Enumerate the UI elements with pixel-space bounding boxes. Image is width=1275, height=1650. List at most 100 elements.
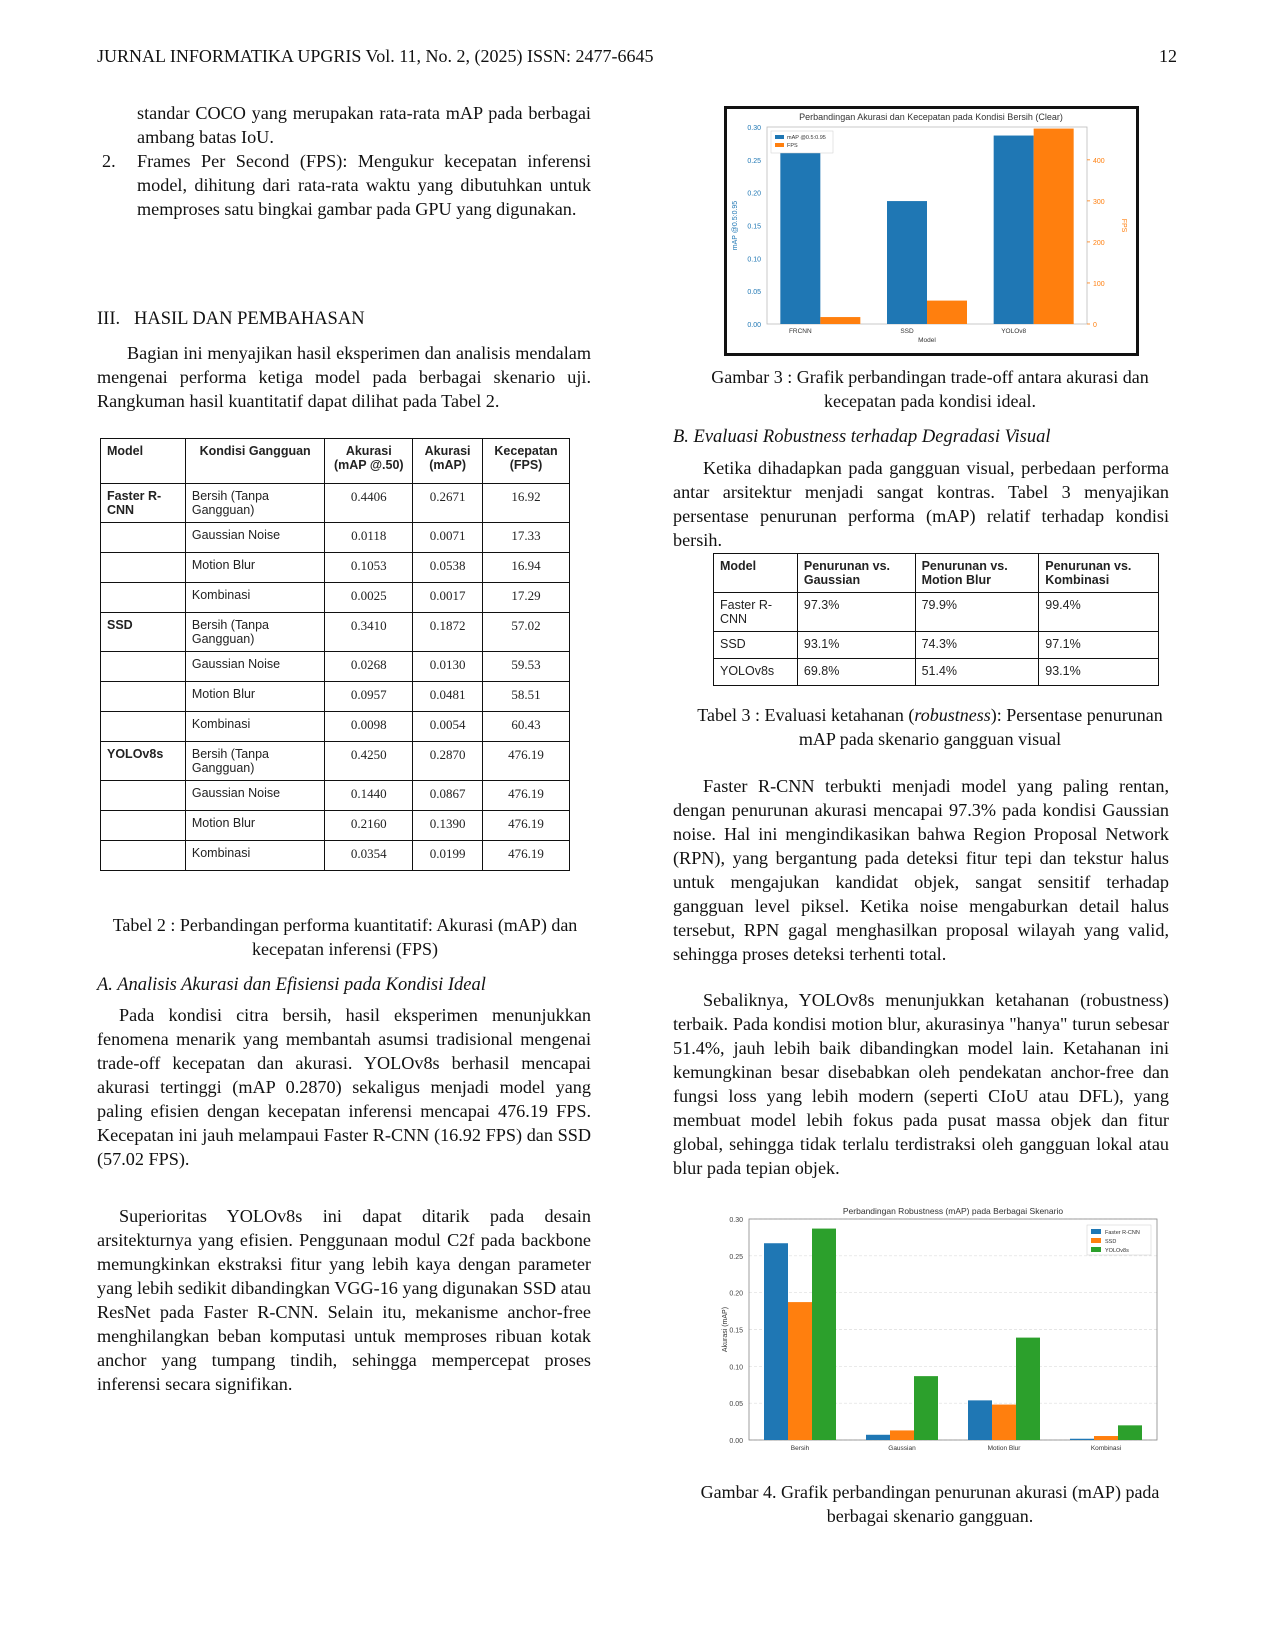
- figure-3-svg: Perbandingan Akurasi dan Kecepatan pada …: [732, 112, 1127, 344]
- table-cell: Kombinasi: [184, 711, 326, 742]
- x-tick-label: Kombinasi: [1091, 1445, 1121, 1452]
- y-tick-label: 0.15: [729, 1328, 743, 1335]
- plot-frame: [748, 1218, 1158, 1441]
- table-cell: 0.1440: [324, 780, 414, 811]
- legend-label: FPS: [787, 143, 798, 149]
- table-cell: Faster R-CNN: [100, 483, 186, 523]
- table-cell: Motion Blur: [184, 552, 326, 583]
- legend-label: Faster R-CNN: [1105, 1230, 1140, 1236]
- table-cell: [100, 780, 186, 811]
- table-cell: SSD: [100, 612, 186, 652]
- table-cell: 0.0118: [324, 522, 414, 553]
- table-cell: 0.0017: [412, 582, 484, 613]
- table-row: Gaussian Noise 0.0268 0.0130 59.53: [100, 651, 570, 682]
- x-axis-label: Model: [918, 337, 936, 344]
- legend-box: [770, 130, 834, 154]
- table-cell: Bersih (Tanpa Gangguan): [184, 741, 326, 781]
- bar-map: [887, 201, 927, 324]
- figure-4-caption: Gambar 4. Grafik perbandingan penurunan …: [700, 1482, 1160, 1526]
- table-row: Motion Blur 0.2160 0.1390 476.19: [100, 810, 570, 841]
- y-tick-label: 0.30: [747, 125, 761, 132]
- y-tick-label: 0.00: [729, 1438, 743, 1445]
- bar: [992, 1404, 1016, 1440]
- bar-fps: [820, 317, 861, 324]
- table-row: Kombinasi 0.0098 0.0054 60.43: [100, 711, 570, 742]
- table-cell: 57.02: [482, 612, 570, 652]
- y-tick-label: 0.00: [747, 322, 761, 329]
- y-tick-label: 0.15: [747, 224, 761, 231]
- table-row: Gaussian Noise 0.1440 0.0867 476.19: [100, 780, 570, 811]
- table-cell: 0.0481: [412, 681, 484, 712]
- table-cell: YOLOv8s: [713, 658, 798, 686]
- table-2-caption: Tabel 2 : Perbandingan performa kuantita…: [112, 915, 578, 959]
- table-row: SSD 93.1% 74.3% 97.1%: [713, 631, 1159, 659]
- table-3: Model Penurunan vs. Gaussian Penurunan vs.…: [713, 553, 1159, 686]
- bar-fps: [1033, 128, 1074, 324]
- table-cell: 93.1%: [796, 631, 916, 659]
- table-cell: Bersih (Tanpa Gangguan): [184, 483, 326, 523]
- table-cell: 476.19: [482, 810, 570, 841]
- x-tick-label: Motion Blur: [988, 1445, 1022, 1452]
- paragraph: Bagian ini menyajikan hasil eksperimen d…: [97, 343, 591, 411]
- table-header-cell: Akurasi (mAP): [412, 438, 484, 484]
- table-header-cell: Penurunan vs. Motion Blur: [914, 553, 1040, 593]
- table-cell: Kombinasi: [184, 582, 326, 613]
- table-cell: [100, 522, 186, 553]
- bar-map: [780, 148, 821, 324]
- figure-4-chart: Perbandingan Robustness (mAP) pada Berba…: [705, 1205, 1165, 1465]
- table-cell: 0.0098: [324, 711, 414, 742]
- table-cell: 0.0199: [412, 840, 484, 871]
- table-header-cell: Kecepatan (FPS): [482, 438, 570, 484]
- y-tick-label: 0.25: [747, 158, 761, 165]
- x-tick-label: SSD: [900, 328, 914, 335]
- x-tick-label: Gaussian: [888, 1445, 916, 1452]
- table-header-cell: Penurunan vs. Gaussian: [796, 553, 916, 593]
- bar: [1016, 1337, 1040, 1440]
- table-row: Motion Blur 0.0957 0.0481 58.51: [100, 681, 570, 712]
- table-cell: 0.2160: [324, 810, 414, 841]
- table-cell: 0.0071: [412, 522, 484, 553]
- y2-axis-label: FPS: [1120, 219, 1127, 233]
- paragraph: Ketika dihadapkan pada gangguan visual, …: [673, 458, 1169, 550]
- figure-4-svg: Perbandingan Robustness (mAP) pada Berba…: [722, 1206, 1158, 1452]
- table-cell: 0.3410: [324, 612, 414, 652]
- y2-tick-label: 300: [1093, 199, 1105, 206]
- bar: [890, 1430, 914, 1440]
- list-item-number: 2.: [102, 151, 116, 171]
- table-cell: 0.0054: [412, 711, 484, 742]
- table-cell: 60.43: [482, 711, 570, 742]
- legend-swatch: [775, 143, 784, 147]
- table-cell: 0.1390: [412, 810, 484, 841]
- list-item-2: 2. Frames Per Second (FPS): Mengukur kec…: [97, 149, 591, 221]
- y-tick-label: 0.20: [729, 1291, 743, 1298]
- table-header-cell: Kondisi Gangguan: [184, 438, 326, 484]
- table-cell: 0.0025: [324, 582, 414, 613]
- table-cell: 16.94: [482, 552, 570, 583]
- legend-swatch: [1091, 1238, 1101, 1243]
- legend-label: YOLOv8s: [1105, 1248, 1129, 1254]
- table-cell: [100, 552, 186, 583]
- chart-title: Perbandingan Akurasi dan Kecepatan pada …: [799, 112, 1063, 122]
- bar: [1118, 1425, 1142, 1440]
- table-cell: 0.1872: [412, 612, 484, 652]
- bar: [866, 1434, 890, 1440]
- y-tick-label: 0.10: [747, 256, 761, 263]
- table-row: Gaussian Noise 0.0118 0.0071 17.33: [100, 522, 570, 553]
- table-cell: 17.29: [482, 582, 570, 613]
- table-cell: 0.0867: [412, 780, 484, 811]
- table-cell: YOLOv8s: [100, 741, 186, 781]
- table-cell: 0.0354: [324, 840, 414, 871]
- table-cell: [100, 711, 186, 742]
- table-cell: 97.1%: [1038, 631, 1159, 659]
- table-cell: [100, 681, 186, 712]
- figure-3-chart: Perbandingan Akurasi dan Kecepatan pada …: [724, 106, 1139, 356]
- bar-fps: [927, 300, 967, 324]
- table-row: Kombinasi 0.0354 0.0199 476.19: [100, 840, 570, 871]
- list-item-text: standar COCO yang merupakan rata-rata mA…: [137, 103, 591, 147]
- y-axis-label: mAP @0.5:0.95: [732, 201, 739, 251]
- paragraph: Faster R-CNN terbukti menjadi model yang…: [673, 776, 1169, 964]
- table-cell: [100, 582, 186, 613]
- table-cell: 58.51: [482, 681, 570, 712]
- table-cell: 0.0538: [412, 552, 484, 583]
- y-tick-label: 0.20: [747, 191, 761, 198]
